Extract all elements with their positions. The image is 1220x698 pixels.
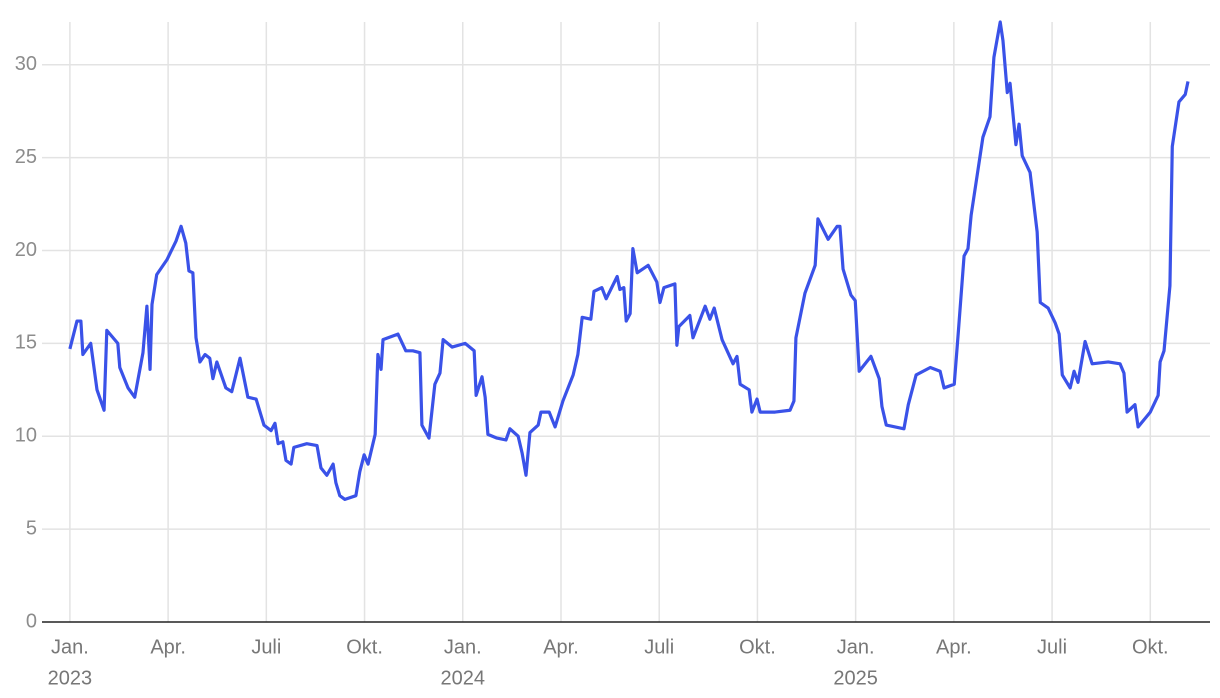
data-line bbox=[68, 20, 1190, 501]
x-tick-label: Okt. bbox=[1132, 636, 1169, 658]
y-tick-label: 25 bbox=[15, 146, 37, 168]
x-year-label: 2023 bbox=[48, 667, 93, 689]
x-tick-label: Apr. bbox=[936, 636, 972, 658]
y-tick-label: 10 bbox=[15, 425, 37, 447]
x-year-label: 2025 bbox=[833, 667, 878, 689]
x-tick-label: Apr. bbox=[543, 636, 579, 658]
x-tick-label: Juli bbox=[251, 636, 281, 658]
y-tick-label: 0 bbox=[26, 610, 37, 632]
x-tick-label: Juli bbox=[644, 636, 674, 658]
x-tick-label: Jan. bbox=[837, 636, 875, 658]
x-tick-label: Okt. bbox=[346, 636, 383, 658]
y-tick-label: 30 bbox=[15, 53, 37, 75]
y-tick-label: 5 bbox=[26, 517, 37, 539]
x-year-label: 2024 bbox=[441, 667, 486, 689]
x-tick-label: Okt. bbox=[739, 636, 776, 658]
y-tick-label: 20 bbox=[15, 239, 37, 261]
x-tick-label: Apr. bbox=[150, 636, 186, 658]
x-tick-label: Jan. bbox=[51, 636, 89, 658]
x-tick-label: Juli bbox=[1037, 636, 1067, 658]
y-tick-label: 15 bbox=[15, 332, 37, 354]
x-tick-label: Jan. bbox=[444, 636, 482, 658]
